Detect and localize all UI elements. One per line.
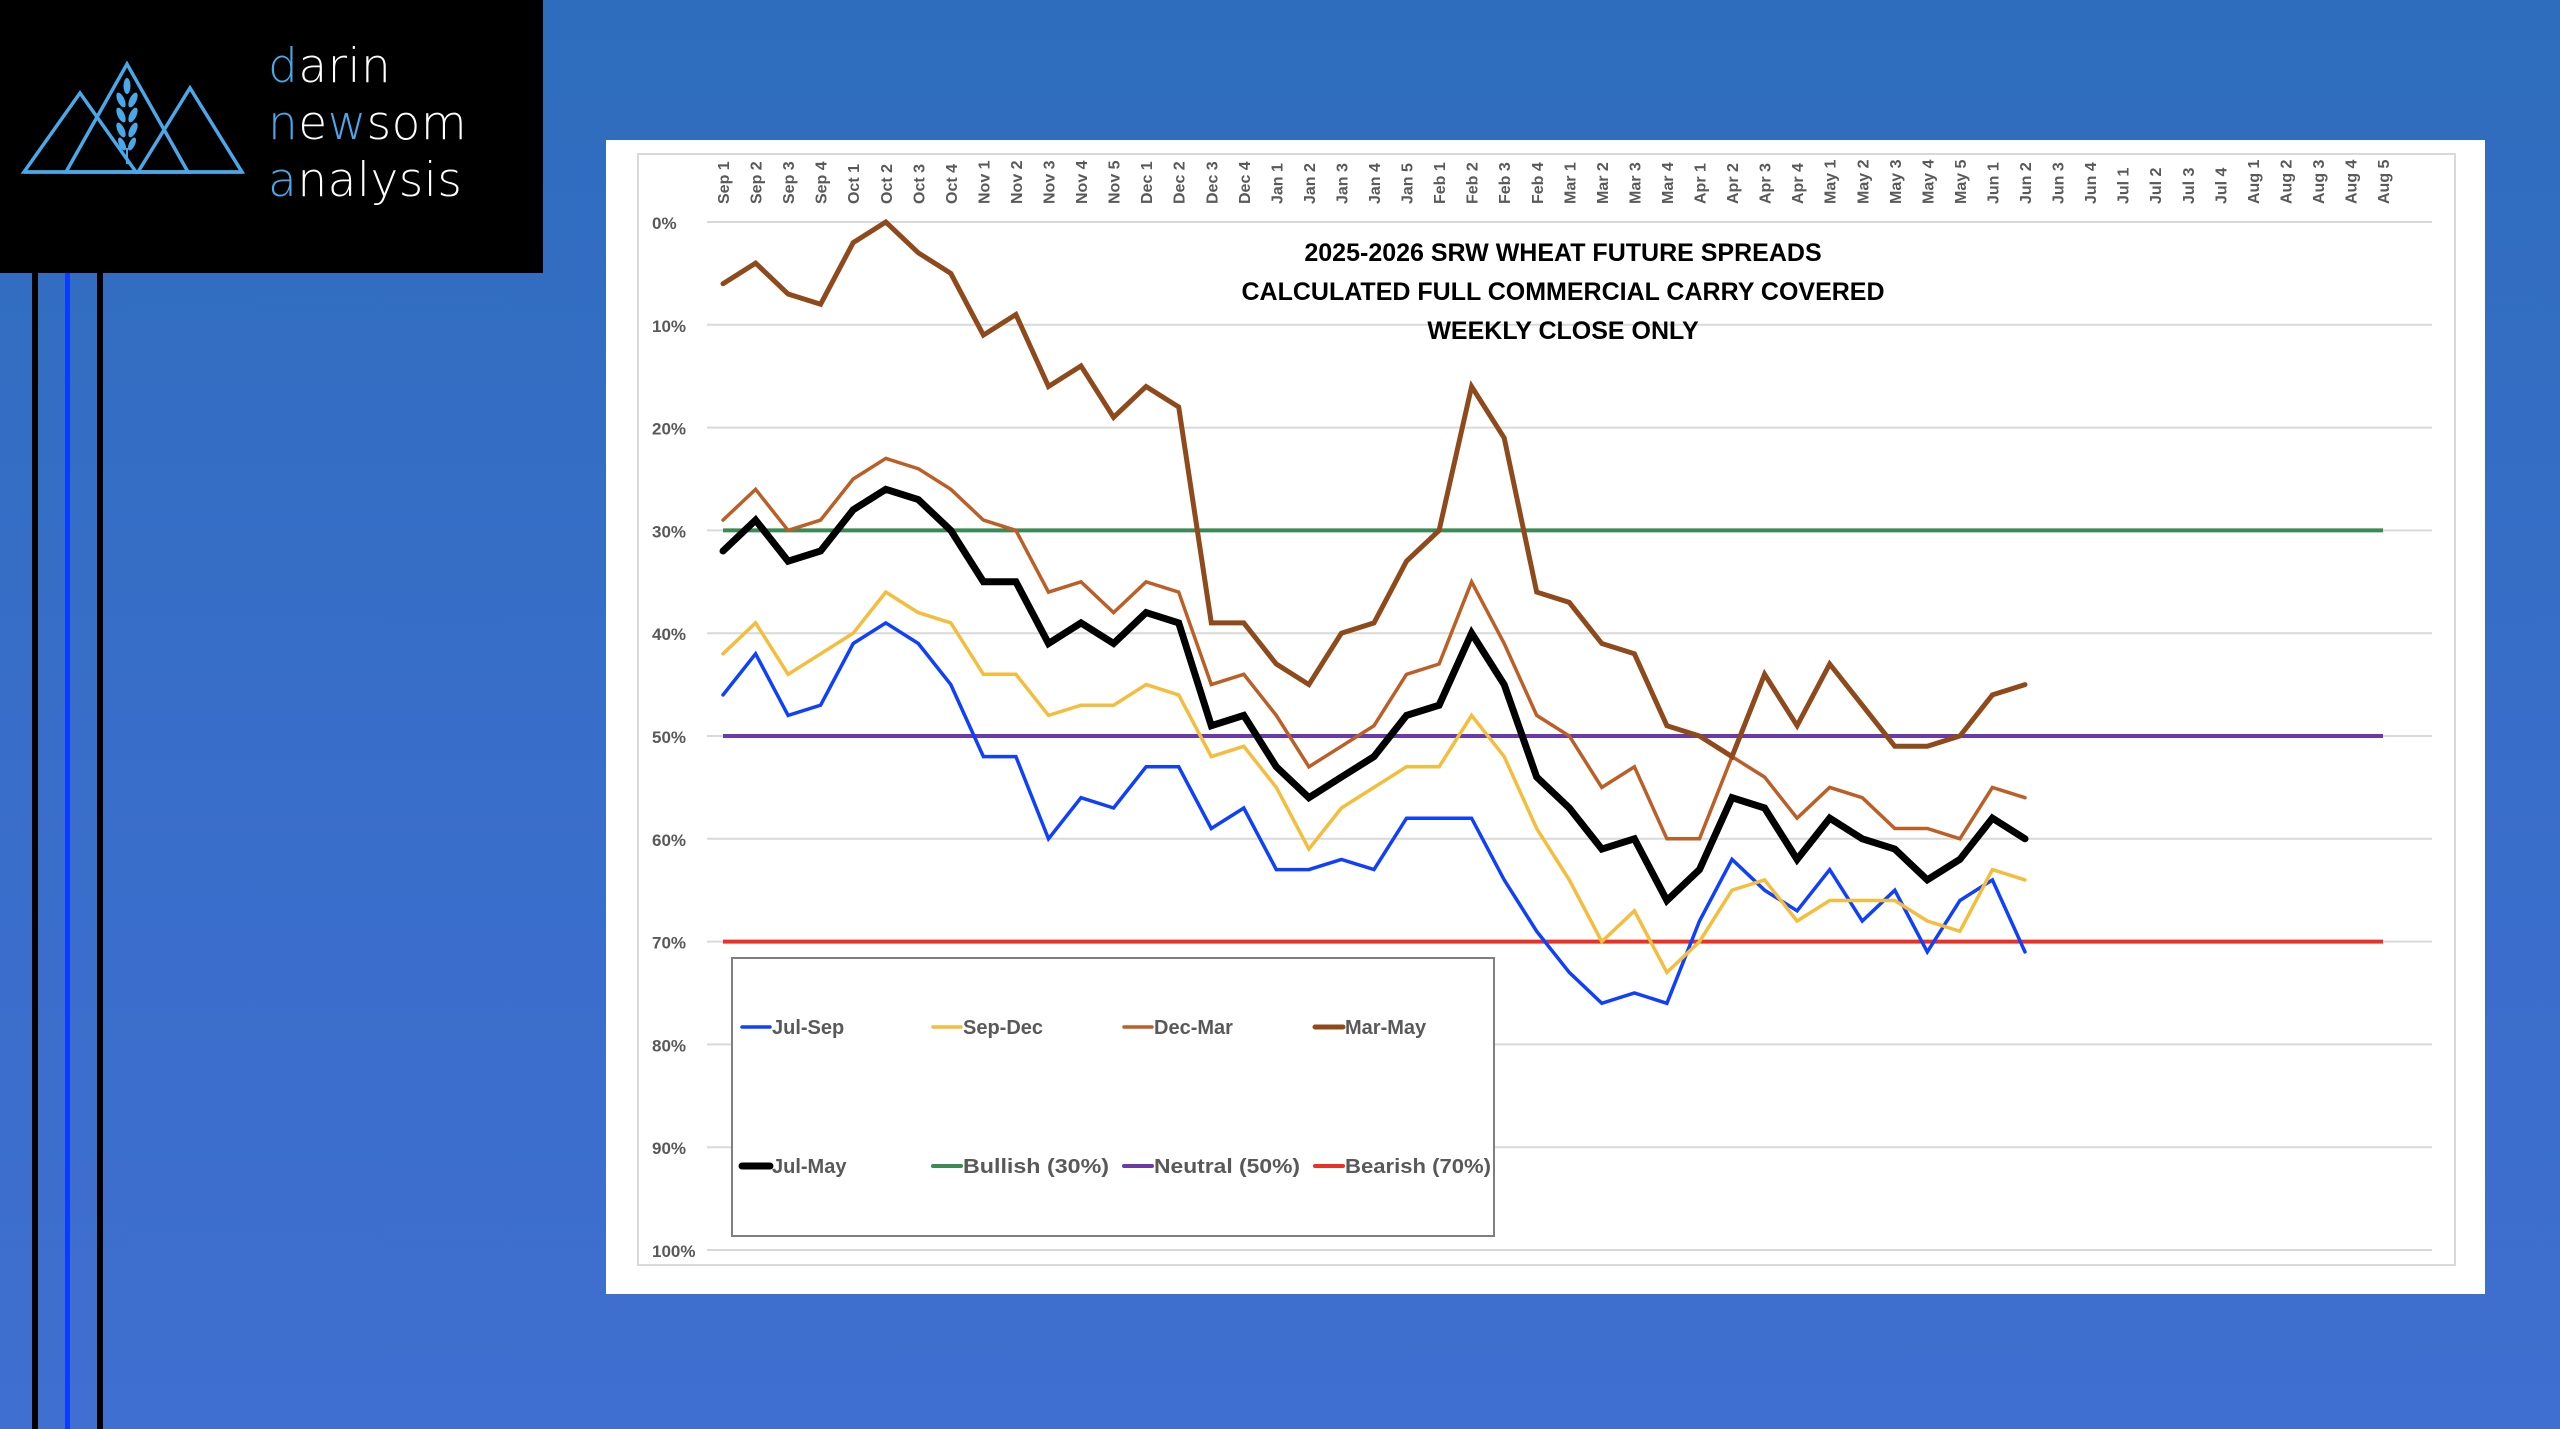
legend-label-dec-mar: Dec-Mar [1154, 1017, 1233, 1039]
x-tick-label: Nov 3 [1042, 160, 1059, 204]
chart-title: 2025-2026 SRW WHEAT FUTURE SPREADS CALCU… [1241, 239, 1884, 345]
x-tick-label: Aug 2 [2278, 159, 2295, 204]
x-tick-label: Apr 1 [1693, 163, 1710, 204]
brand-line-2: newsom [268, 96, 468, 151]
x-tick-label: Sep 2 [749, 161, 766, 204]
x-tick-label: Sep 4 [814, 161, 831, 204]
legend-label-neutral: Neutral (50%) [1154, 1156, 1300, 1178]
legend-label-bearish: Bearish (70%) [1345, 1156, 1491, 1178]
plot-area-border [637, 153, 2456, 1266]
y-axis-labels: 0% 10% 20% 30% 40% 50% 60% 70% 80% 90% 100% [652, 214, 695, 1261]
x-tick-label: Sep 1 [716, 161, 733, 204]
x-tick-label: Feb 3 [1497, 162, 1514, 204]
x-tick-label: Jul 1 [2116, 167, 2133, 204]
x-tick-label: Oct 3 [911, 164, 928, 204]
x-tick-label: Aug 1 [2246, 159, 2263, 204]
x-tick-label: Nov 1 [976, 160, 993, 204]
x-tick-label: Feb 4 [1530, 162, 1547, 204]
legend-label-sep-dec: Sep-Dec [963, 1017, 1043, 1039]
y-tick-label: 60% [652, 831, 686, 850]
x-tick-label: Jan 5 [1400, 163, 1417, 204]
x-tick-label: Jan 2 [1302, 163, 1319, 204]
x-tick-label: Dec 1 [1139, 161, 1156, 204]
x-tick-label: Jun 3 [2051, 162, 2068, 204]
brand-line-1: darin [268, 39, 392, 94]
series-lines [719, 218, 2029, 1006]
brand-line-3: analysis [268, 153, 463, 208]
x-tick-label: Oct 1 [846, 164, 863, 204]
x-tick-label: Jul 3 [2181, 167, 2198, 204]
x-tick-label: Nov 4 [1074, 160, 1091, 204]
x-tick-label: Dec 2 [1172, 161, 1189, 204]
legend-label-jul-may: Jul-May [772, 1156, 847, 1178]
legend-box [731, 957, 1495, 1237]
x-tick-label: Jul 2 [2148, 167, 2165, 204]
mountains-wheat-icon [20, 60, 246, 174]
y-tick-label: 70% [652, 934, 686, 953]
x-tick-label: May 5 [1953, 159, 1970, 204]
x-tick-label: Feb 1 [1432, 162, 1449, 204]
x-tick-label: Apr 4 [1790, 163, 1807, 204]
x-tick-label: Jan 3 [1334, 163, 1351, 204]
x-tick-label: Dec 4 [1237, 161, 1254, 204]
y-tick-label: 80% [652, 1036, 686, 1055]
x-tick-label: Apr 3 [1758, 163, 1775, 204]
series-line-mar-may [720, 218, 2028, 761]
x-tick-label: Mar 1 [1562, 162, 1579, 204]
legend-label-bullish: Bullish (30%) [963, 1156, 1109, 1178]
x-tick-label: Jul 4 [2213, 167, 2230, 204]
x-tick-label: May 1 [1823, 159, 1840, 204]
x-tick-label: Mar 3 [1627, 162, 1644, 204]
x-tick-label: Oct 4 [944, 164, 961, 204]
legend-label-mar-may: Mar-May [1345, 1017, 1427, 1039]
series-line-jul-sep [721, 620, 2027, 1006]
x-tick-label: Apr 2 [1725, 163, 1742, 204]
legend-label-jul-sep: Jul-Sep [772, 1017, 844, 1039]
x-tick-label: Oct 2 [879, 164, 896, 204]
x-tick-label: Jan 1 [1269, 163, 1286, 204]
series-line-sep-dec [721, 589, 2027, 976]
x-tick-label: May 4 [1920, 159, 1937, 204]
x-tick-label: Aug 3 [2311, 159, 2328, 204]
y-tick-label: 30% [652, 522, 686, 541]
x-tick-label: Dec 3 [1204, 161, 1221, 204]
y-tick-label: 90% [652, 1139, 686, 1158]
chart-title-line-3: WEEKLY CLOSE ONLY [1427, 317, 1699, 345]
y-tick-label: 10% [652, 317, 686, 336]
x-tick-label: Nov 2 [1009, 160, 1026, 204]
x-tick-label: Mar 4 [1660, 162, 1677, 204]
x-tick-label: Sep 3 [781, 161, 798, 204]
logo-panel: darin newsom analysis [0, 0, 543, 273]
y-tick-label: 0% [652, 214, 677, 233]
x-tick-label: Jun 2 [2018, 162, 2035, 204]
x-tick-label: May 2 [1855, 159, 1872, 204]
y-tick-label: 100% [652, 1242, 695, 1261]
decorative-bar-black-left [32, 273, 38, 1429]
y-tick-label: 40% [652, 625, 686, 644]
reference-lines [723, 528, 2384, 944]
x-tick-label: May 3 [1888, 159, 1905, 204]
y-tick-label: 20% [652, 420, 686, 439]
series-line-jul-may [719, 485, 2029, 907]
series-line-dec-mar [721, 456, 2027, 841]
chart-title-line-1: 2025-2026 SRW WHEAT FUTURE SPREADS [1304, 239, 1821, 267]
x-tick-label: Mar 2 [1595, 162, 1612, 204]
x-tick-label: Nov 5 [1107, 160, 1124, 204]
x-tick-label: Aug 5 [2376, 159, 2393, 204]
decorative-bar-black-right [97, 273, 103, 1429]
chart-legend: Jul-Sep Sep-Dec Dec-Mar Mar-May Jul-May Bulli… [731, 957, 1495, 1237]
x-tick-label: Jan 4 [1367, 163, 1384, 204]
x-tick-label: Jun 4 [2083, 162, 2100, 204]
chart-title-line-2: CALCULATED FULL COMMERCIAL CARRY COVERED [1241, 278, 1884, 306]
x-axis-labels: Sep 1 Sep 2 Sep 3 Sep 4 Oct 1 Oct 2 Oct 3 Oct 4… [716, 159, 2393, 204]
y-tick-label: 50% [652, 728, 686, 747]
brand-name: darin newsom analysis [268, 38, 467, 209]
x-tick-label: Feb 2 [1465, 162, 1482, 204]
x-tick-label: Jun 1 [1985, 162, 2002, 204]
decorative-bar-blue [65, 273, 70, 1429]
x-tick-label: Aug 4 [2344, 159, 2361, 204]
